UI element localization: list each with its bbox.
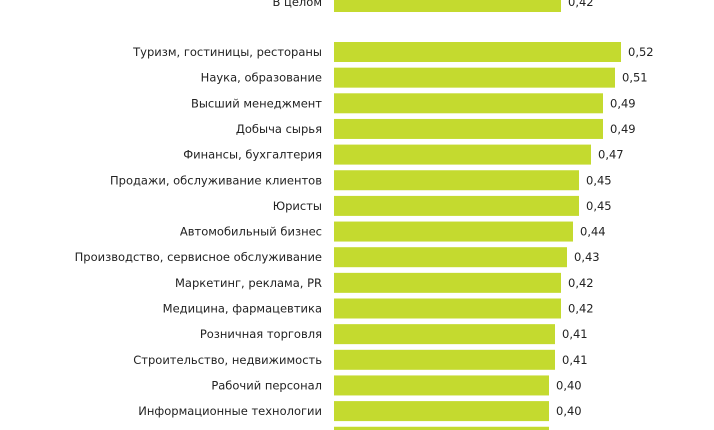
category-label: Финансы, бухгалтерия	[183, 148, 322, 162]
value-label: 0,51	[622, 71, 648, 85]
value-label: 0,52	[628, 45, 654, 59]
value-label: 0,40	[556, 404, 582, 418]
category-label: Добыча сырья	[236, 122, 322, 136]
bar	[334, 272, 561, 293]
value-label: 0,41	[562, 327, 588, 341]
category-label: Наука, образование	[201, 71, 322, 85]
value-label: 0,42	[568, 0, 594, 9]
category-label: Розничная торговля	[200, 327, 322, 341]
category-label: Медицина, фармацевтика	[163, 302, 322, 316]
value-label: 0,49	[610, 122, 636, 136]
category-label: Высший менеджмент	[191, 96, 322, 110]
bar	[334, 42, 621, 62]
bar	[334, 349, 555, 370]
bar	[334, 144, 591, 165]
category-label: Продажи, обслуживание клиентов	[110, 173, 322, 187]
bar	[334, 221, 573, 242]
category-label: Автомобильный бизнес	[180, 225, 322, 239]
bar	[334, 375, 549, 396]
bar	[334, 401, 549, 422]
category-label: Производство, сервисное обслуживание	[75, 250, 322, 264]
category-label: Маркетинг, реклама, PR	[175, 276, 322, 290]
bar	[334, 0, 561, 12]
bar	[334, 195, 579, 216]
category-label: Строительство, недвижимость	[133, 353, 322, 367]
value-label: 0,45	[586, 173, 612, 187]
bar	[334, 93, 603, 114]
category-label: Рабочий персонал	[211, 378, 322, 392]
value-label: 0,47	[598, 148, 624, 162]
bar	[334, 324, 555, 345]
category-label: Юристы	[273, 199, 322, 213]
value-label: 0,49	[610, 96, 636, 110]
value-label: 0,42	[568, 276, 594, 290]
category-label: Информационные технологии	[138, 404, 322, 418]
category-label: Туризм, гостиницы, рестораны	[132, 45, 322, 59]
bar	[334, 118, 603, 139]
bar	[334, 67, 615, 88]
value-label: 0,40	[556, 378, 582, 392]
bar	[334, 426, 549, 430]
value-label: 0,41	[562, 353, 588, 367]
bar	[334, 247, 567, 268]
category-label: В целом	[272, 0, 322, 9]
bar	[334, 170, 579, 191]
value-label: 0,44	[580, 225, 606, 239]
value-label: 0,43	[574, 250, 600, 264]
value-label: 0,45	[586, 199, 612, 213]
bar	[334, 298, 561, 319]
value-label: 0,42	[568, 302, 594, 316]
